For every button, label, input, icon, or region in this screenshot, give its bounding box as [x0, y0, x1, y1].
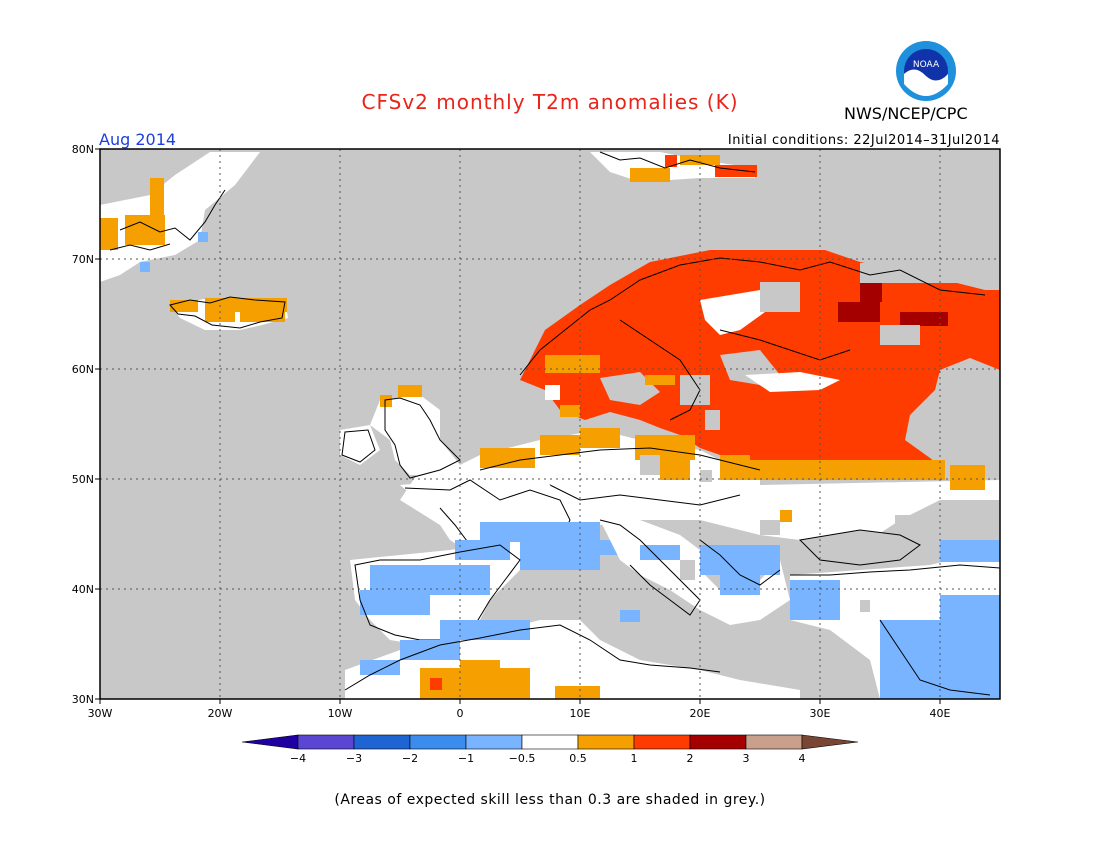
colorbar-swatch [409, 734, 467, 750]
colorbar-swatch [297, 734, 355, 750]
agency-label: NWS/NCEP/CPC [844, 104, 968, 123]
colorbar-swatch [633, 734, 691, 750]
colorbar-arrow-high [801, 734, 859, 750]
colorbar-swatch [521, 734, 579, 750]
map-gridlines [100, 149, 1000, 699]
initial-conditions: Initial conditions: 22Jul2014–31Jul2014 [727, 133, 1000, 148]
lat-tick-label: 60N [72, 363, 94, 376]
noaa-logo-text: NOAA [913, 60, 940, 70]
lat-tick-label: 50N [72, 473, 94, 486]
lon-tick-label: 10W [328, 707, 353, 720]
colorbar-label: −4 [290, 752, 306, 765]
colorbar-arrow-low [241, 734, 299, 750]
british-isles-region [340, 385, 461, 479]
colorbar-label: 1 [631, 752, 638, 765]
greenland-region [100, 152, 260, 282]
forecast-period: Aug 2014 [99, 130, 177, 149]
colorbar: −4 −3 −2 −1 −0.5 0.5 1 2 3 4 [241, 734, 859, 765]
colorbar-swatch [689, 734, 747, 750]
svalbard-region [590, 151, 757, 182]
black-sea-region [798, 529, 921, 566]
lon-tick-label: 30W [88, 707, 113, 720]
lon-tick-label: 30E [810, 707, 831, 720]
iberia-region [350, 522, 620, 645]
lon-tick-label: 10E [570, 707, 591, 720]
colorbar-label: −3 [346, 752, 362, 765]
north-africa-region [344, 620, 800, 699]
colorbar-swatch [465, 734, 523, 750]
colorbar-label: −2 [402, 752, 418, 765]
lat-tick-label: 80N [72, 143, 94, 156]
map-frame [99, 148, 1001, 700]
colorbar-swatch [745, 734, 803, 750]
lon-tick-label: 40E [930, 707, 951, 720]
colorbar-label: 0.5 [569, 752, 587, 765]
scandinavia-russia-region [519, 250, 1000, 472]
colorbar-swatch [353, 734, 411, 750]
lat-tick-label: 40N [72, 583, 94, 596]
lon-tick-label: 0 [457, 707, 464, 720]
colorbar-label: −1 [458, 752, 474, 765]
italy-balkans-region [599, 519, 790, 625]
lon-tick-label: 20W [208, 707, 233, 720]
chart-title: CFSv2 monthly T2m anomalies (K) [361, 90, 739, 114]
lon-tick-label: 20E [690, 707, 711, 720]
iceland-region [169, 296, 288, 330]
colorbar-swatch [577, 734, 635, 750]
colorbar-label: 4 [799, 752, 806, 765]
colorbar-label: 2 [687, 752, 694, 765]
lat-tick-label: 30N [72, 693, 94, 706]
colorbar-label: −0.5 [509, 752, 536, 765]
lat-tick-label: 70N [72, 253, 94, 266]
noaa-logo: NOAA [896, 41, 956, 101]
skill-footnote: (Areas of expected skill less than 0.3 a… [334, 792, 766, 808]
colorbar-label: 3 [743, 752, 750, 765]
